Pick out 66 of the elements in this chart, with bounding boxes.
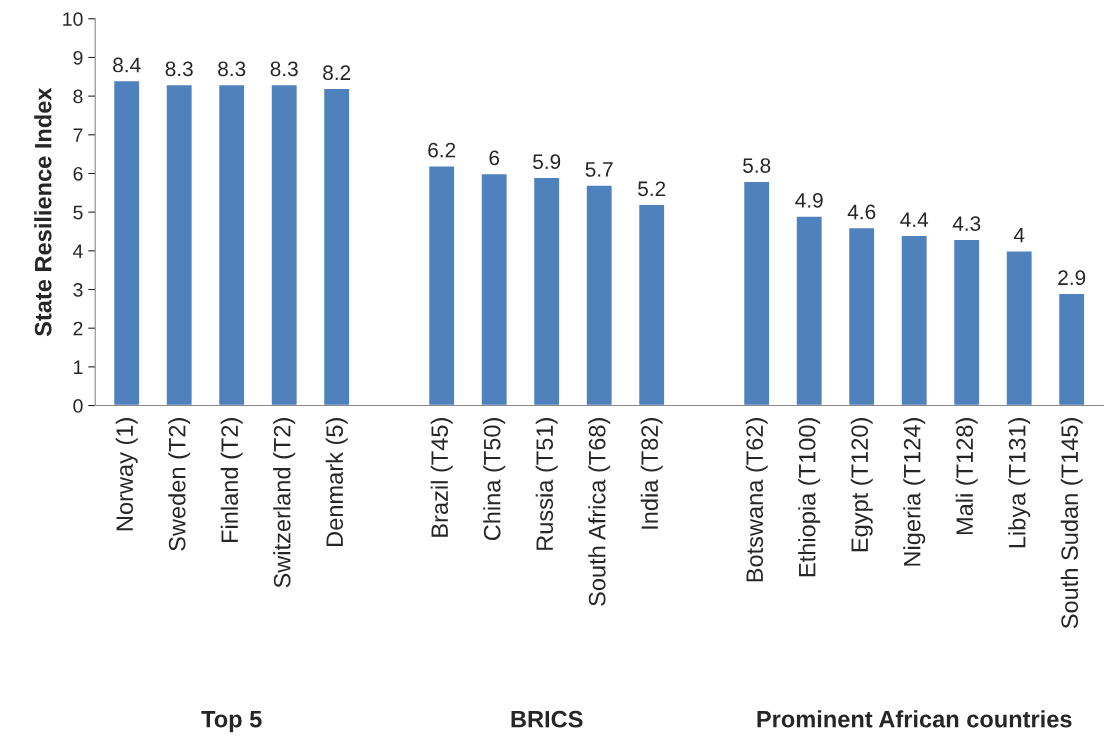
x-tick-label: Libya (T131) bbox=[1008, 418, 1031, 548]
text: Prominent African countries bbox=[757, 710, 1072, 728]
y-axis-title: State Resilience Index bbox=[34, 87, 52, 337]
y-tick-label: 1 bbox=[74, 360, 83, 374]
y-tick-label: 5 bbox=[73, 205, 83, 220]
y-tick-label: 7 bbox=[73, 128, 83, 142]
bar bbox=[532, 176, 561, 406]
bar bbox=[427, 165, 456, 406]
x-tick-label: China (T50) bbox=[483, 418, 506, 541]
y-tick-label: 8 bbox=[73, 89, 83, 104]
x-tick-label: South Africa (T68) bbox=[588, 418, 611, 606]
y-tick-label: 2 bbox=[73, 321, 83, 336]
x-tick-label: Finland (T2) bbox=[220, 418, 243, 542]
x-tick-label: Sweden (T2) bbox=[168, 418, 191, 551]
bar bbox=[585, 184, 614, 406]
x-tick-label: Nigeria (T124) bbox=[903, 418, 926, 566]
bar bbox=[847, 226, 876, 406]
data-label: 8.3 bbox=[270, 61, 298, 77]
x-tick-label: Botswana (T62) bbox=[745, 418, 768, 582]
x-tick-label: Brazil (T45) bbox=[430, 418, 453, 537]
bar bbox=[742, 180, 771, 406]
y-tick-label: 9 bbox=[73, 50, 83, 65]
x-tick-label: Norway (1) bbox=[115, 418, 138, 531]
bar bbox=[637, 203, 666, 406]
data-label: 4 bbox=[1013, 228, 1025, 243]
bar bbox=[217, 83, 246, 406]
x-tick-label: Egypt (T120) bbox=[850, 418, 873, 552]
data-label: 5.9 bbox=[533, 154, 561, 170]
y-tick-label: 4 bbox=[73, 244, 83, 258]
data-label: 5.7 bbox=[585, 162, 613, 177]
data-label: 2.9 bbox=[1058, 270, 1086, 286]
bar bbox=[112, 79, 141, 406]
data-label: 8.3 bbox=[165, 61, 193, 77]
data-label: 5.2 bbox=[638, 181, 666, 197]
data-label: 5.8 bbox=[743, 158, 771, 173]
x-tick-label: Russia (T51) bbox=[535, 418, 558, 550]
bar bbox=[900, 234, 929, 406]
x-tick-label: Ethiopia (T100) bbox=[798, 418, 821, 577]
y-tick-label: 10 bbox=[63, 12, 83, 27]
bar bbox=[1005, 250, 1034, 406]
data-label: 4.4 bbox=[900, 212, 929, 227]
data-label: 4.9 bbox=[795, 192, 823, 208]
x-tick-label: Switzerland (T2) bbox=[273, 418, 296, 588]
data-label: 6 bbox=[489, 150, 500, 166]
data-label: 4.3 bbox=[952, 216, 981, 231]
data-label: 8.3 bbox=[218, 61, 246, 77]
y-tick-label: 6 bbox=[73, 166, 83, 181]
y-tick-label: 3 bbox=[73, 282, 83, 297]
text: BRICS bbox=[511, 710, 583, 728]
data-label: 8.4 bbox=[113, 57, 141, 73]
bar bbox=[270, 83, 299, 406]
bar bbox=[322, 87, 351, 406]
bar bbox=[952, 238, 981, 406]
bar bbox=[165, 83, 194, 406]
data-label: 4.6 bbox=[847, 204, 876, 220]
x-tick-label: India (T82) bbox=[640, 418, 663, 529]
x-tick-label: Mali (T128) bbox=[955, 418, 978, 535]
bar bbox=[795, 215, 824, 406]
data-label: 8.2 bbox=[323, 65, 351, 81]
bar bbox=[480, 172, 509, 406]
text: Top 5 bbox=[201, 711, 262, 733]
x-tick-label: South Sudan (T145) bbox=[1060, 418, 1083, 629]
data-label: 6.2 bbox=[428, 142, 456, 158]
bar bbox=[1057, 292, 1086, 406]
y-tick-label: 0 bbox=[73, 399, 83, 413]
x-tick-label: Denmark (5) bbox=[325, 418, 348, 546]
